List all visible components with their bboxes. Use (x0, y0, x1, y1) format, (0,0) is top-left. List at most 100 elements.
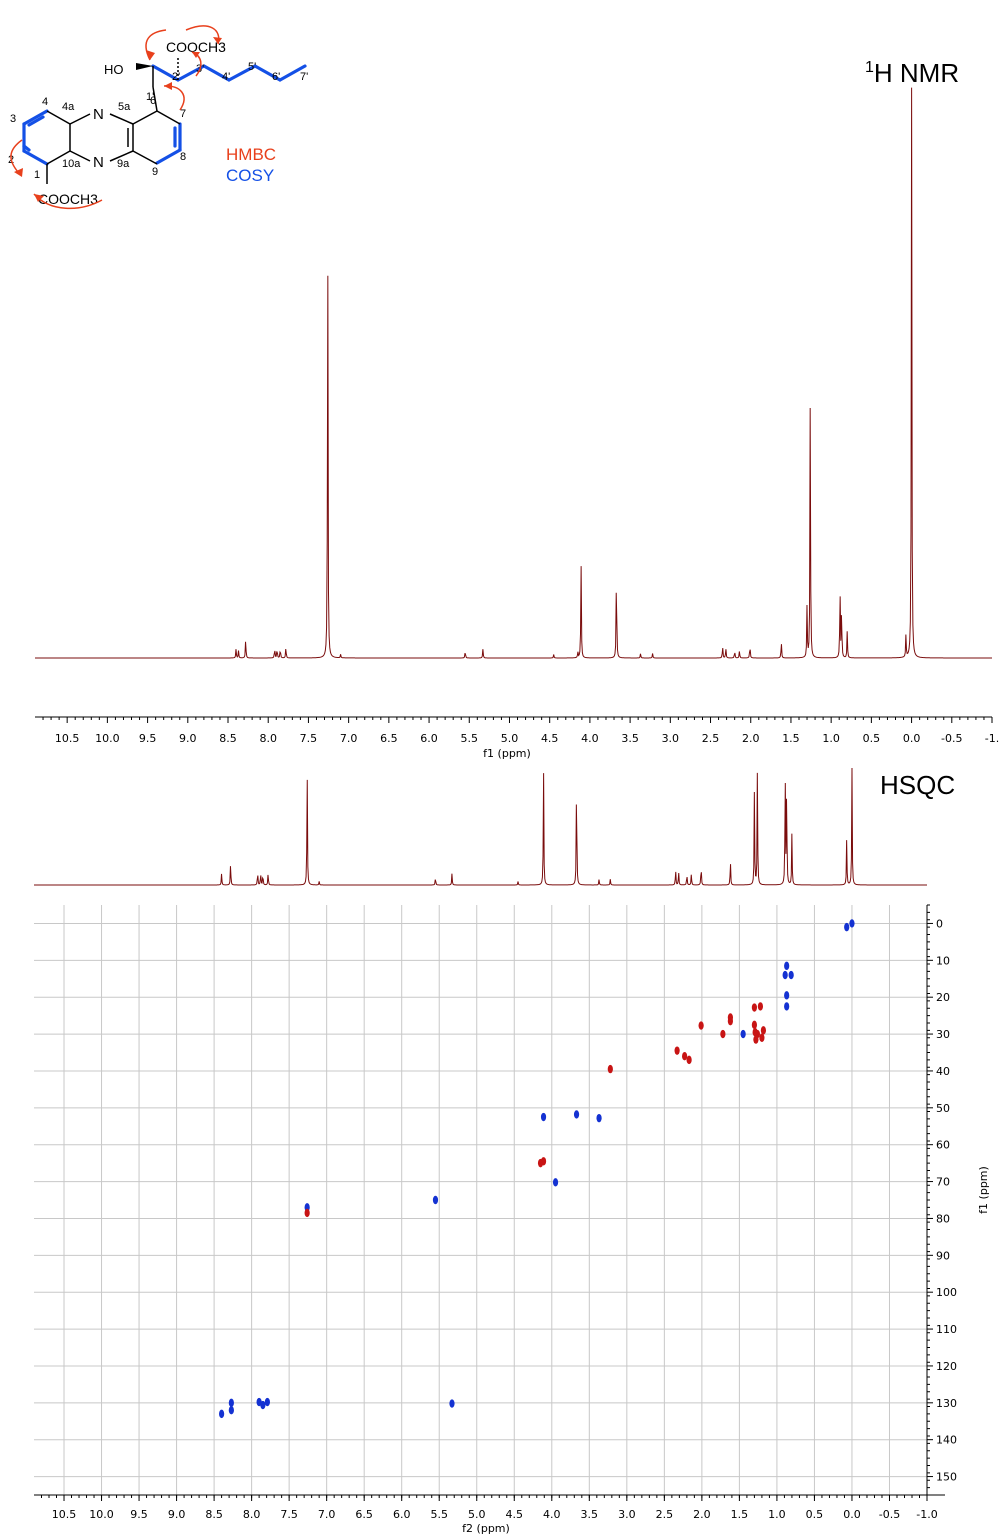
tick-label: 7.5 (300, 732, 318, 745)
hsqc-peak-negative (759, 1033, 765, 1042)
tick-label: 0 (936, 917, 943, 930)
tick-label: 5.5 (461, 732, 479, 745)
hsqc-y-label: f1 (ppm) (977, 1166, 990, 1214)
atom-label: 6 (150, 95, 156, 107)
hsqc-peak-positive (849, 919, 855, 928)
hsqc-peak-positive (784, 1002, 790, 1011)
tick-label: -1. (985, 732, 999, 745)
hsqc-peak-negative (540, 1157, 547, 1166)
hsqc-grid (34, 905, 928, 1495)
hsqc-plot-frame (34, 905, 927, 1495)
tick-label: 110 (936, 1323, 957, 1336)
hsqc-peak-negative (760, 1026, 767, 1035)
hsqc-peak-negative (682, 1051, 688, 1061)
hsqc-peak-negative (607, 1064, 613, 1074)
tick-label: 7.0 (340, 732, 358, 745)
hsqc-peak-positive (264, 1397, 270, 1407)
tick-label: 9.0 (179, 732, 197, 745)
atom-label: 4' (222, 71, 230, 83)
tick-label: 120 (936, 1360, 957, 1373)
tick-label: 6.5 (380, 732, 398, 745)
hsqc-peak-negative (751, 1003, 758, 1012)
atom-label: 1 (34, 169, 40, 181)
nitrogen-bottom-label: N (93, 154, 104, 171)
tick-label: 10.0 (89, 1508, 114, 1521)
tick-label: -0.5 (941, 732, 962, 745)
hsqc-peak-positive (740, 1029, 746, 1039)
hsqc-peak-positive (844, 922, 850, 932)
h1-spectrum-line (35, 87, 992, 659)
tick-label: 60 (936, 1139, 950, 1152)
hmbc-arrowheads (14, 37, 222, 202)
hsqc-peak-negative (757, 1002, 764, 1011)
tick-label: 3.0 (662, 732, 680, 745)
wedge-bond (136, 63, 153, 70)
atom-label: 5' (248, 61, 256, 73)
tick-label: 100 (936, 1286, 957, 1299)
tick-label: 4.5 (506, 1508, 524, 1521)
atom-label: 1' (146, 91, 154, 103)
atom-label: 5a (118, 101, 131, 113)
hsqc-peak-positive (228, 1405, 234, 1415)
tick-label: 5.0 (501, 732, 519, 745)
tick-label: 2.0 (742, 732, 760, 745)
atom-label: 4a (62, 101, 75, 113)
tick-label: 0.0 (903, 732, 921, 745)
tick-label: 5.0 (468, 1508, 486, 1521)
tick-label: 3.5 (581, 1508, 599, 1521)
tick-label: 0.5 (863, 732, 881, 745)
tick-label: 8.0 (259, 732, 277, 745)
atom-label: 2' (172, 71, 180, 83)
tick-label: 50 (936, 1102, 950, 1115)
tick-label: 6.0 (393, 1508, 411, 1521)
tick-label: 0.5 (806, 1508, 824, 1521)
hmbc-legend: HMBC (226, 145, 276, 164)
atom-label: 3 (10, 113, 16, 125)
black-bonds (46, 58, 181, 184)
atom-label: 9a (117, 158, 130, 170)
cosy-bonds (22, 64, 307, 166)
hsqc-peak-positive (540, 1112, 547, 1122)
tick-label: 2.0 (693, 1508, 711, 1521)
tick-label: 6.5 (355, 1508, 373, 1521)
hsqc-peak-negative (751, 1020, 758, 1030)
top-ester-label: COOCH3 (166, 39, 226, 55)
tick-label: 1.0 (768, 1508, 786, 1521)
hsqc-peak-negative (753, 1035, 759, 1044)
tick-label: 4.0 (581, 732, 599, 745)
tick-label: 5.5 (430, 1508, 448, 1521)
h1-title-sup: 1 (865, 59, 874, 76)
hsqc-x-ticks: 10.5 10.0 9.5 9.0 8.5 8.0 7.5 7.0 6.5 6.0 5.5 5.0 4.… (41, 1495, 938, 1521)
h1-x-label: f1 (ppm) (483, 747, 531, 760)
tick-label: 9.0 (168, 1508, 186, 1521)
hsqc-peak-negative (727, 1016, 733, 1026)
hsqc-peak-positive (782, 970, 788, 980)
hsqc-peak-positive (784, 991, 790, 1000)
hsqc-peak-positive (260, 1400, 266, 1410)
atom-label: 7 (180, 108, 186, 120)
tick-label: 1.5 (731, 1508, 749, 1521)
tick-label: -0.5 (879, 1508, 900, 1521)
hsqc-peak-positive (573, 1110, 580, 1119)
hsqc-peak-negative (686, 1055, 692, 1065)
tick-label: 10.0 (95, 732, 120, 745)
tick-label: 70 (936, 1176, 950, 1189)
tick-label: 10.5 (52, 1508, 77, 1521)
tick-label: 1.0 (822, 732, 840, 745)
hsqc-peak-positive (228, 1398, 234, 1408)
atom-label: 6' (272, 71, 280, 83)
chemical-structure: HO COOCH3 COOCH3 N N 1'2'3'4'5'6' 7'4 4a 5a… (8, 25, 308, 210)
hsqc-peak-positive (788, 970, 794, 980)
nitrogen-top-label: N (93, 106, 104, 123)
tick-label: 9.5 (130, 1508, 148, 1521)
tick-label: 3.0 (618, 1508, 636, 1521)
tick-label: 20 (936, 991, 950, 1004)
tick-label: 6.0 (420, 732, 438, 745)
tick-label: 8.0 (243, 1508, 261, 1521)
h1-title-main: H NMR (874, 58, 959, 88)
tick-label: 30 (936, 1028, 950, 1041)
hsqc-peak-negative (304, 1208, 310, 1218)
tick-label: 80 (936, 1212, 950, 1225)
